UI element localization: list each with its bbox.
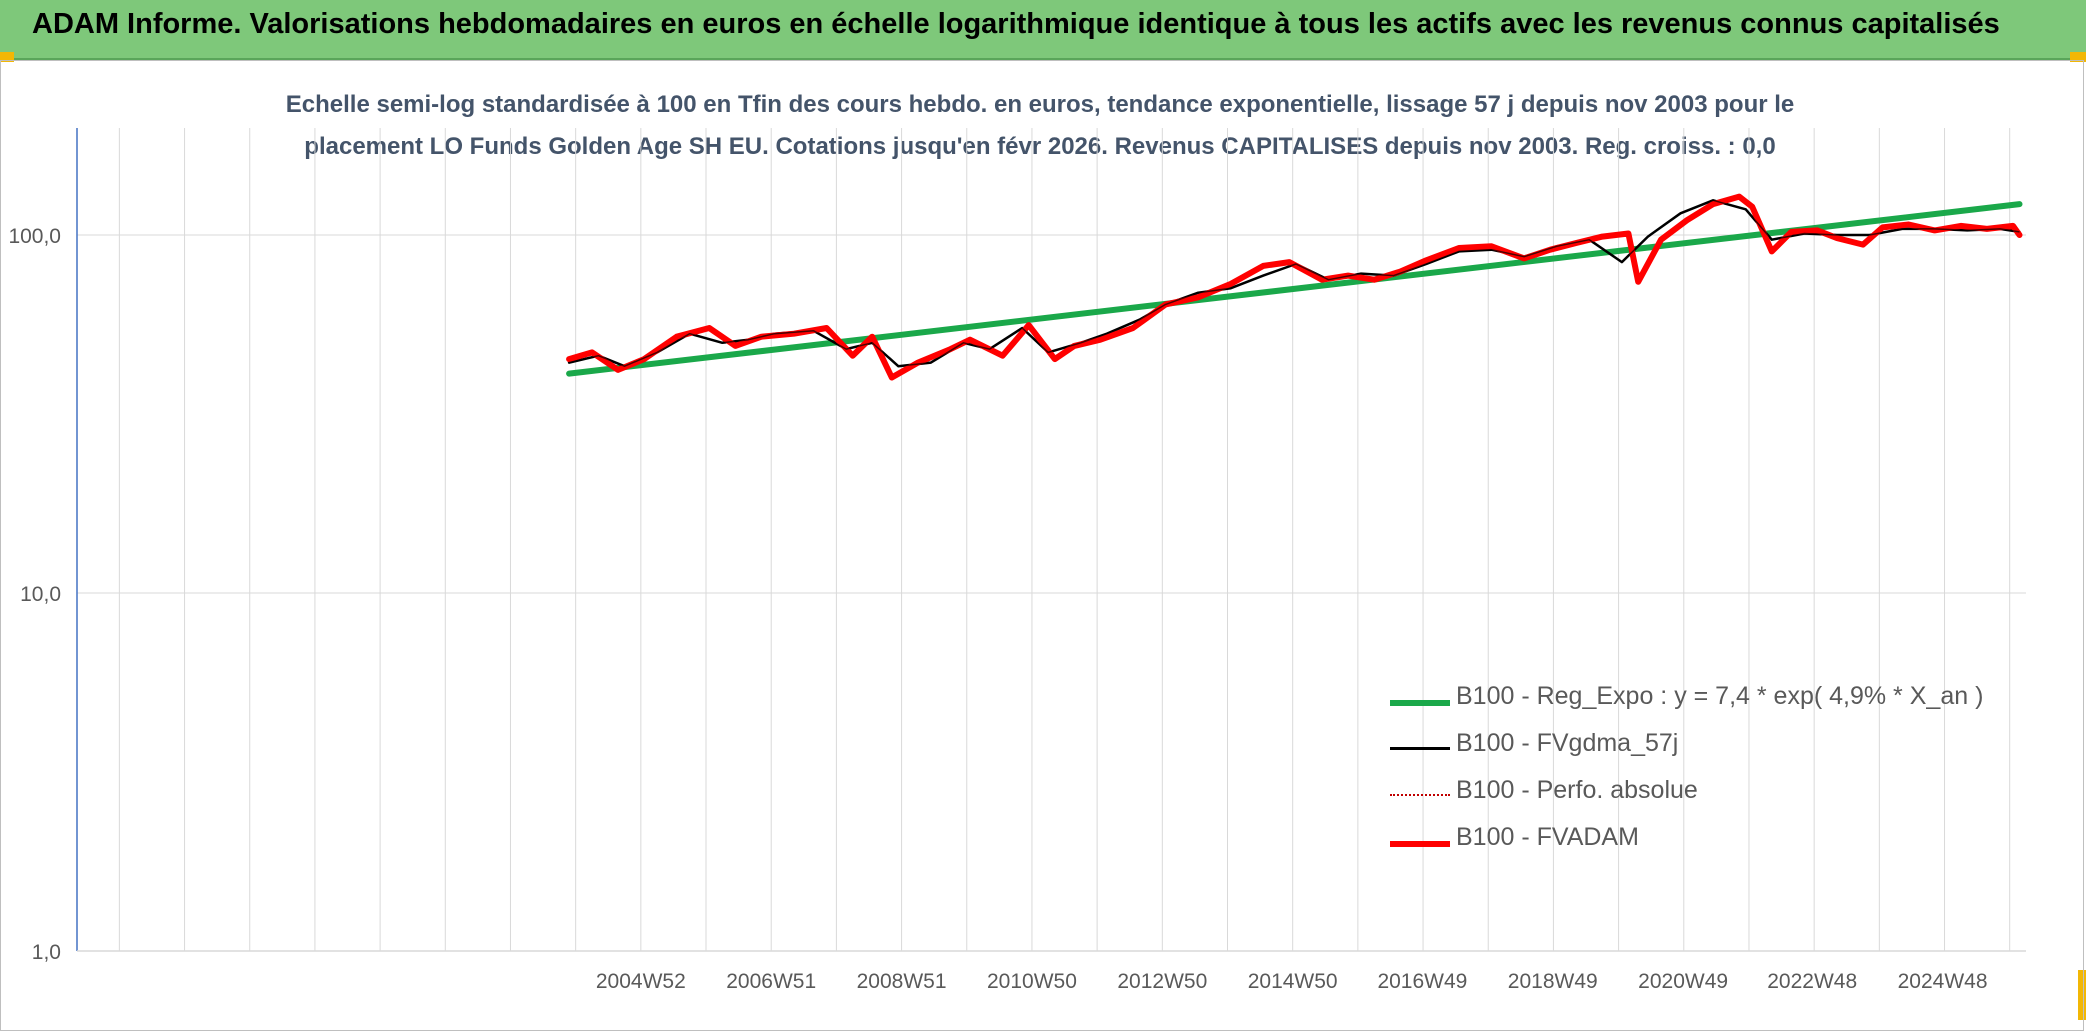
corner-marker-top-left <box>0 52 14 62</box>
chart-title-line-1: Echelle semi-log standardisée à 100 en T… <box>285 91 1795 118</box>
x-tick-label: 2020W49 <box>1638 970 1728 993</box>
corner-marker-top-right <box>2070 52 2086 62</box>
x-tick-label: 2018W49 <box>1508 970 1598 993</box>
y-tick-label: 1,0 <box>32 941 61 964</box>
x-tick-label: 2010W50 <box>987 970 1077 993</box>
x-tick-label: 2022W48 <box>1767 970 1857 993</box>
x-tick-label: 2024W48 <box>1898 970 1988 993</box>
page-title: ADAM Informe. Valorisations hebdomadaire… <box>32 8 2000 40</box>
legend-label-fvadam: B100 - FVADAM <box>1456 823 1639 851</box>
legend-swatch-perfo <box>1390 794 1450 796</box>
x-tick-label: 2006W51 <box>726 970 816 993</box>
y-tick-label: 10,0 <box>20 583 61 606</box>
y-tick-label: 100,0 <box>8 225 61 248</box>
x-tick-label: 2008W51 <box>857 970 947 993</box>
series-reg-expo <box>566 201 2023 377</box>
legend-swatch-fvadam <box>1390 841 1450 847</box>
legend-swatch-fvgdma <box>1390 747 1450 750</box>
header-banner: ADAM Informe. Valorisations hebdomadaire… <box>0 0 2086 60</box>
corner-marker-bottom-right <box>2078 970 2086 1020</box>
legend-label-fvgdma: B100 - FVgdma_57j <box>1456 729 1679 757</box>
x-tick-label: 2014W50 <box>1248 970 1338 993</box>
legend-swatch-reg-expo <box>1390 700 1450 706</box>
series-fvgdma-overlay <box>568 199 2020 367</box>
legend-label-reg-expo: B100 - Reg_Expo : y = 7,4 * exp( 4,9% * … <box>1456 682 1984 710</box>
legend-label-perfo: B100 - Perfo. absolue <box>1456 776 1698 804</box>
x-tick-label: 2016W49 <box>1377 970 1467 993</box>
chart-frame <box>0 60 2084 1031</box>
chart-title: Echelle semi-log standardisée à 100 en T… <box>180 84 1900 168</box>
x-tick-label: 2004W52 <box>596 970 686 993</box>
chart-title-line-2: placement LO Funds Golden Age SH EU. Cot… <box>304 133 1776 160</box>
series-fvgdma <box>567 199 2021 368</box>
x-tick-label: 2012W50 <box>1117 970 1207 993</box>
